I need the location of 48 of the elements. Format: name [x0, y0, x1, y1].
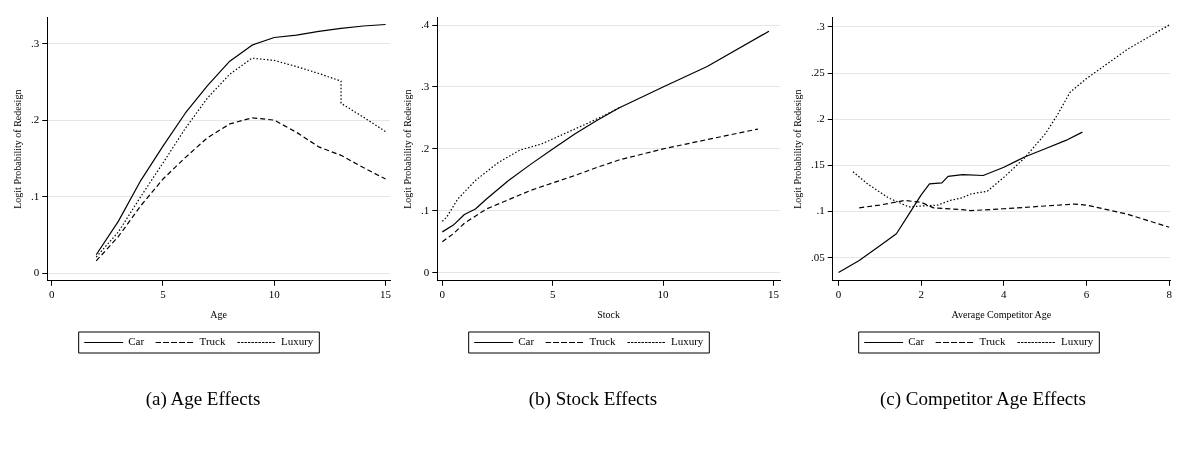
legend-label: Truck: [199, 335, 226, 348]
legend-label: Truck: [979, 335, 1006, 348]
text: (c) Competitor Age Effects: [880, 388, 1086, 410]
y-tick-label: .1: [421, 203, 430, 216]
x-tick-label: 0: [439, 288, 446, 301]
x-axis-title: Average Competitor Age: [951, 308, 1052, 320]
legend-label: Truck: [589, 335, 616, 348]
y-tick-label: .05: [811, 250, 826, 263]
x-tick-label: 15: [380, 288, 392, 301]
y-tick-label: .3: [816, 19, 826, 32]
line-series: [441, 128, 759, 243]
x-tick-label: 4: [1001, 288, 1008, 301]
legend-label: Car: [128, 335, 145, 348]
y-tick-label: .25: [811, 65, 826, 78]
x-tick-label: 10: [268, 288, 281, 301]
legend-label: Luxury: [670, 335, 704, 348]
legend-label: Luxury: [1060, 335, 1094, 348]
x-tick-label: 2: [918, 288, 924, 301]
x-tick-label: 0: [835, 288, 842, 301]
x-axis-title: Age: [210, 308, 228, 320]
legend-label: Luxury: [280, 335, 314, 348]
y-tick-label: .1: [816, 204, 825, 217]
x-tick-label: 8: [1166, 288, 1173, 301]
text: (a) Age Effects: [145, 388, 261, 410]
y-tick-label: .15: [811, 158, 826, 171]
y-axis-title: Logit Probability of Redesign: [401, 89, 413, 209]
x-tick-label: 0: [48, 288, 55, 301]
y-tick-label: .1: [31, 189, 40, 202]
y-tick-label: .2: [31, 113, 40, 126]
line-series: [95, 117, 387, 262]
text: (b) Stock Effects: [528, 388, 658, 410]
y-tick-label: .3: [421, 79, 430, 92]
x-tick-label: 10: [657, 288, 670, 301]
y-tick-label: .2: [421, 141, 430, 154]
y-tick-label: .4: [421, 17, 430, 30]
x-axis-title: Stock: [597, 308, 621, 320]
legend-label: Car: [518, 335, 535, 348]
y-tick-label: .2: [816, 112, 825, 125]
x-tick-label: 6: [1083, 288, 1090, 301]
y-axis-title: Logit Probability of Redesign: [791, 89, 803, 209]
y-tick-label: .3: [31, 36, 40, 49]
y-tick-label: 0: [423, 265, 430, 278]
x-tick-label: 5: [549, 288, 556, 301]
x-tick-label: 15: [767, 288, 780, 301]
legend-label: Car: [908, 335, 925, 348]
x-tick-label: 5: [160, 288, 167, 301]
y-tick-label: 0: [33, 266, 40, 279]
y-axis-title: Logit Probability of Redesign: [11, 89, 23, 209]
